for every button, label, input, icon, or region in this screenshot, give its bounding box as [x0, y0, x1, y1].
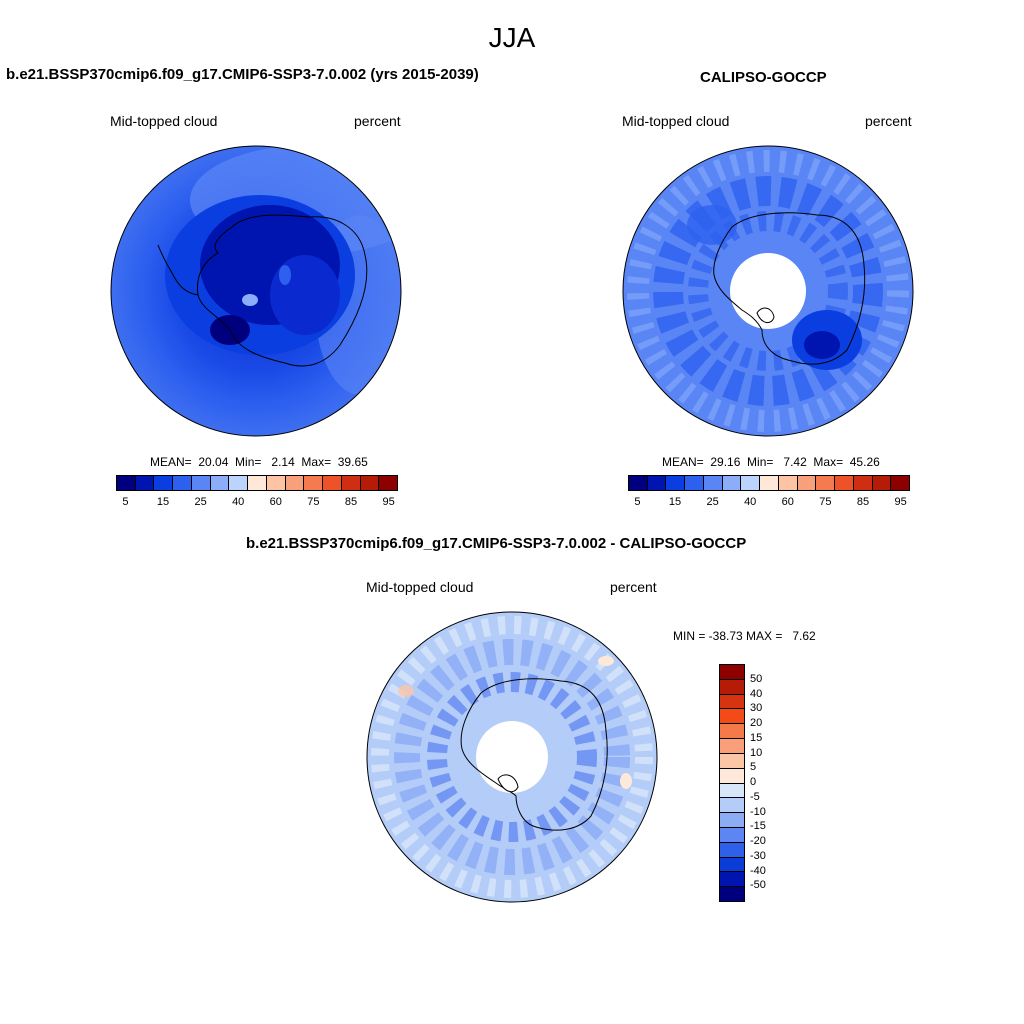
obs-colorbar-ticks: 5 15 25 40 60 75 85 95	[628, 496, 910, 510]
model-polar-map	[110, 145, 402, 437]
model-units-label: percent	[354, 113, 401, 129]
diff-colorbar-tick-label: 40	[750, 687, 763, 700]
obs-colorbar-swatch	[778, 476, 798, 490]
obs-units-label: percent	[865, 113, 912, 129]
model-colorbar-tick-label: 75	[307, 496, 320, 508]
model-colorbar-swatch	[341, 476, 361, 490]
model-colorbar-tick-label: 15	[156, 496, 170, 508]
model-colorbar-swatch	[248, 476, 267, 490]
diff-colorbar-tick-label: -30	[750, 849, 766, 862]
diff-colorbar-ticks: 50 40 30 20 15 10 5 0 -5 -10 -15 -20 -30 -40 -50	[750, 664, 790, 900]
model-variable-label: Mid-topped cloud	[110, 113, 218, 129]
model-colorbar-tick-label: 85	[344, 496, 358, 508]
diff-colorbar-swatch	[720, 857, 744, 873]
diff-colorbar-swatch	[720, 768, 744, 784]
diff-colorbar-swatch	[720, 694, 744, 710]
model-colorbar-tick-label: 25	[194, 496, 207, 508]
diff-colorbar-swatch	[720, 842, 744, 858]
diff-polar-map	[366, 611, 658, 903]
model-colorbar	[116, 475, 398, 491]
obs-colorbar-swatch	[722, 476, 742, 490]
obs-colorbar-tick-label: 25	[706, 496, 719, 508]
model-colorbar-swatch	[304, 476, 324, 490]
obs-colorbar-tick-label: 75	[819, 496, 832, 508]
model-colorbar-swatch	[117, 476, 136, 490]
obs-colorbar-swatch	[872, 476, 892, 490]
model-colorbar-swatch	[323, 476, 342, 490]
model-colorbar-tick-label: 5	[122, 496, 129, 508]
diff-colorbar-swatch	[720, 783, 744, 799]
obs-colorbar-tick-label: 85	[856, 496, 870, 508]
obs-colorbar-tick-label: 15	[668, 496, 682, 508]
diff-colorbar-tick-label: 5	[750, 761, 757, 774]
model-panel-title: b.e21.BSSP370cmip6.f09_g17.CMIP6-SSP3-7.…	[6, 66, 479, 83]
diff-stats: MIN = -38.73 MAX = 7.62	[673, 629, 816, 643]
model-colorbar-swatch	[229, 476, 249, 490]
obs-stats: MEAN= 29.16 Min= 7.42 Max= 45.26	[662, 455, 880, 469]
diff-colorbar-swatch	[720, 679, 744, 695]
diff-colorbar-swatch	[720, 753, 744, 769]
diff-colorbar-tick-label: 15	[750, 731, 763, 744]
diff-colorbar-swatch	[720, 739, 744, 754]
obs-colorbar-swatch	[835, 476, 854, 490]
diff-colorbar-tick-label: 10	[750, 746, 763, 759]
diff-colorbar-tick-label: 50	[750, 672, 763, 685]
obs-colorbar-tick-label: 95	[894, 496, 907, 508]
obs-polar-map	[622, 145, 914, 437]
diff-colorbar-swatch	[720, 872, 744, 888]
model-colorbar-swatch	[379, 476, 398, 490]
model-colorbar-swatch	[154, 476, 174, 490]
diff-colorbar-swatch	[720, 887, 744, 901]
obs-colorbar-swatch	[703, 476, 723, 490]
obs-panel-title: CALIPSO-GOCCP	[700, 69, 827, 86]
obs-colorbar-swatch	[760, 476, 779, 490]
diff-panel-title: b.e21.BSSP370cmip6.f09_g17.CMIP6-SSP3-7.…	[246, 535, 747, 552]
obs-colorbar-swatch	[891, 476, 910, 490]
model-colorbar-swatch	[266, 476, 286, 490]
diff-colorbar-swatch	[720, 665, 744, 680]
diff-colorbar-tick-label: -40	[750, 864, 766, 877]
obs-colorbar-swatch	[685, 476, 704, 490]
obs-colorbar-swatch	[816, 476, 836, 490]
diff-colorbar-tick-label: -15	[750, 820, 766, 833]
model-colorbar-swatch	[360, 476, 380, 490]
model-colorbar-tick-label: 60	[269, 496, 282, 508]
diff-colorbar-swatch	[720, 798, 744, 814]
model-colorbar-ticks: 5 15 25 40 60 75 85 95	[116, 496, 398, 510]
obs-colorbar-swatch	[853, 476, 873, 490]
model-colorbar-swatch	[210, 476, 230, 490]
obs-colorbar-tick-label: 40	[744, 496, 757, 508]
diff-colorbar-swatch	[720, 813, 744, 828]
obs-colorbar-swatch	[797, 476, 817, 490]
model-colorbar-swatch	[191, 476, 211, 490]
obs-colorbar-swatch	[629, 476, 648, 490]
diff-colorbar-swatch	[720, 709, 744, 725]
diff-units-label: percent	[610, 579, 657, 595]
obs-colorbar-swatch	[666, 476, 686, 490]
obs-colorbar	[628, 475, 910, 491]
diff-colorbar-swatch	[720, 724, 744, 740]
model-colorbar-swatch	[135, 476, 155, 490]
model-colorbar-tick-label: 40	[232, 496, 245, 508]
diff-colorbar-swatch	[720, 827, 744, 843]
obs-colorbar-tick-label: 5	[634, 496, 641, 508]
model-colorbar-swatch	[173, 476, 192, 490]
model-stats: MEAN= 20.04 Min= 2.14 Max= 39.65	[150, 455, 368, 469]
season-title: JJA	[488, 22, 536, 53]
diff-colorbar-tick-label: -10	[750, 805, 766, 818]
diff-colorbar	[719, 664, 745, 902]
obs-colorbar-swatch	[647, 476, 667, 490]
diff-colorbar-tick-label: 0	[750, 776, 757, 788]
diff-variable-label: Mid-topped cloud	[366, 579, 474, 595]
diff-colorbar-tick-label: -5	[750, 790, 760, 803]
obs-variable-label: Mid-topped cloud	[622, 113, 730, 129]
diff-colorbar-tick-label: -50	[750, 879, 766, 892]
model-colorbar-tick-label: 95	[382, 496, 395, 508]
obs-colorbar-swatch	[741, 476, 761, 490]
diff-colorbar-tick-label: 20	[750, 717, 763, 729]
model-colorbar-swatch	[285, 476, 305, 490]
diff-colorbar-tick-label: 30	[750, 702, 763, 715]
obs-colorbar-tick-label: 60	[781, 496, 794, 508]
diff-colorbar-tick-label: -20	[750, 835, 766, 847]
